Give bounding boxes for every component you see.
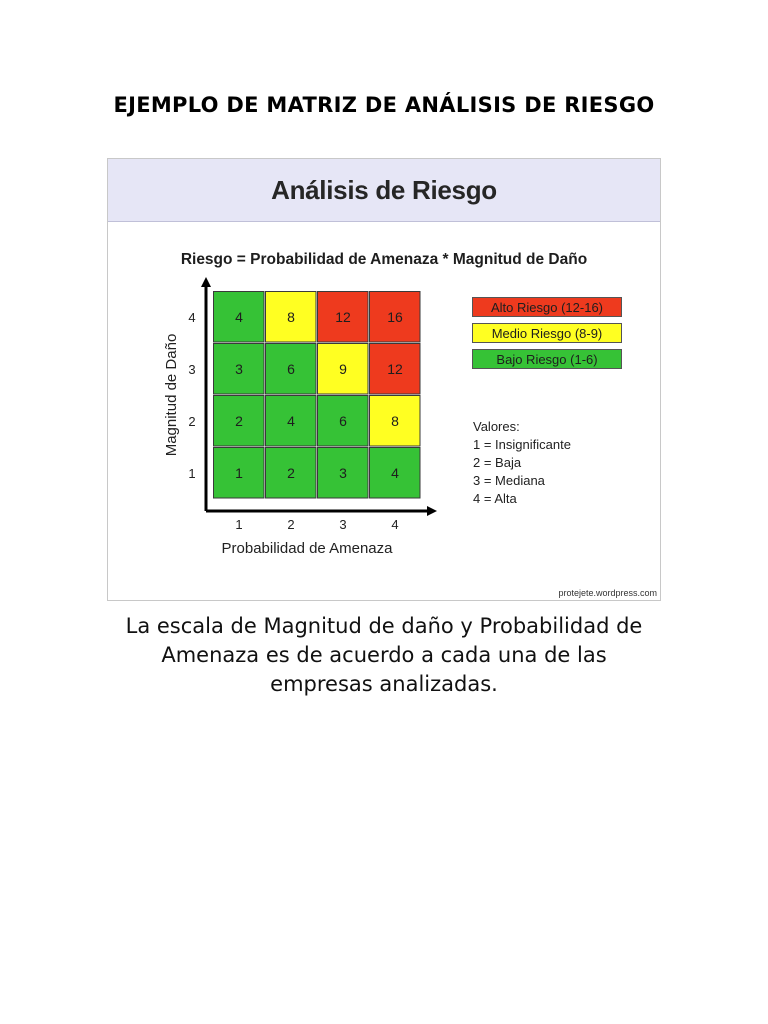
matrix-cell [369, 291, 421, 343]
legend-bajo-riesgo: Bajo Riesgo (1-6) [472, 349, 622, 369]
matrix-cell [317, 343, 369, 395]
matrix-cell [265, 395, 317, 447]
matrix-cell [213, 343, 265, 395]
y-tick-label: 4 [188, 310, 195, 325]
matrix-cell-value: 9 [339, 361, 347, 377]
matrix-cell [213, 395, 265, 447]
matrix-cell [317, 447, 369, 499]
matrix-cell [369, 447, 421, 499]
matrix-cell [317, 395, 369, 447]
matrix-cell [265, 343, 317, 395]
matrix-cell-value: 6 [287, 361, 295, 377]
figure-banner: Análisis de Riesgo [108, 159, 660, 222]
matrix-cell [265, 291, 317, 343]
x-axis-arrow [427, 506, 437, 516]
y-tick-label: 2 [188, 414, 195, 429]
y-axis-title: Magnitud de Daño [163, 334, 180, 457]
matrix-cell-value: 4 [391, 465, 399, 481]
caption-paragraph: La escala de Magnitud de daño y Probabil… [125, 614, 643, 696]
matrix-cell-value: 4 [235, 309, 243, 325]
matrix-cell [369, 395, 421, 447]
valores-item: 2 = Baja [473, 455, 522, 470]
legend-medio-riesgo: Medio Riesgo (8-9) [472, 323, 622, 343]
valores-item: 1 = Insignificante [473, 437, 571, 452]
matrix-cell [213, 291, 265, 343]
matrix-cell-value: 8 [287, 309, 295, 325]
x-tick-label: 3 [339, 517, 346, 532]
matrix-cell-value: 16 [387, 309, 403, 325]
valores-item: 3 = Mediana [473, 473, 545, 488]
valores-heading: Valores: [473, 419, 520, 434]
matrix-cell-value: 4 [287, 413, 295, 429]
matrix-cell-value: 12 [387, 361, 403, 377]
matrix-cell-value: 2 [287, 465, 295, 481]
matrix-cell-value: 3 [235, 361, 243, 377]
x-axis-title: Probabilidad de Amenaza [222, 540, 394, 557]
matrix-cell-value: 3 [339, 465, 347, 481]
valores-item: 4 = Alta [473, 491, 517, 506]
document-title: EJEMPLO DE MATRIZ DE ANÁLISIS DE RIESGO [113, 93, 655, 117]
x-tick-label: 2 [287, 517, 294, 532]
valores-list: Valores: 1 = Insignificante 2 = Baja 3 =… [473, 418, 571, 508]
y-tick-label: 1 [188, 466, 195, 481]
matrix-cell-value: 1 [235, 465, 243, 481]
risk-matrix-chart: 4 8 12 163 6 9 122 4 6 81 2 3 41 2 3 44321Probabilidad … [163, 277, 437, 557]
x-tick-label: 1 [235, 517, 242, 532]
y-axis-arrow [201, 277, 211, 287]
matrix-cell [213, 447, 265, 499]
risk-analysis-figure: Análisis de Riesgo Riesgo = Probabilidad… [107, 158, 661, 601]
matrix-cell [317, 291, 369, 343]
credit-link[interactable]: protejete.wordpress.com [558, 588, 657, 598]
matrix-cell-value: 6 [339, 413, 347, 429]
legend-alto-riesgo: Alto Riesgo (12-16) [472, 297, 622, 317]
matrix-cell [369, 343, 421, 395]
risk-formula: Riesgo = Probabilidad de Amenaza * Magni… [180, 251, 588, 268]
matrix-cell [265, 447, 317, 499]
matrix-cell-value: 12 [335, 309, 351, 325]
banner-title: Análisis de Riesgo [271, 174, 497, 205]
x-tick-label: 4 [391, 517, 398, 532]
matrix-cell-value: 2 [235, 413, 243, 429]
y-tick-label: 3 [188, 362, 195, 377]
matrix-cell-value: 8 [391, 413, 399, 429]
